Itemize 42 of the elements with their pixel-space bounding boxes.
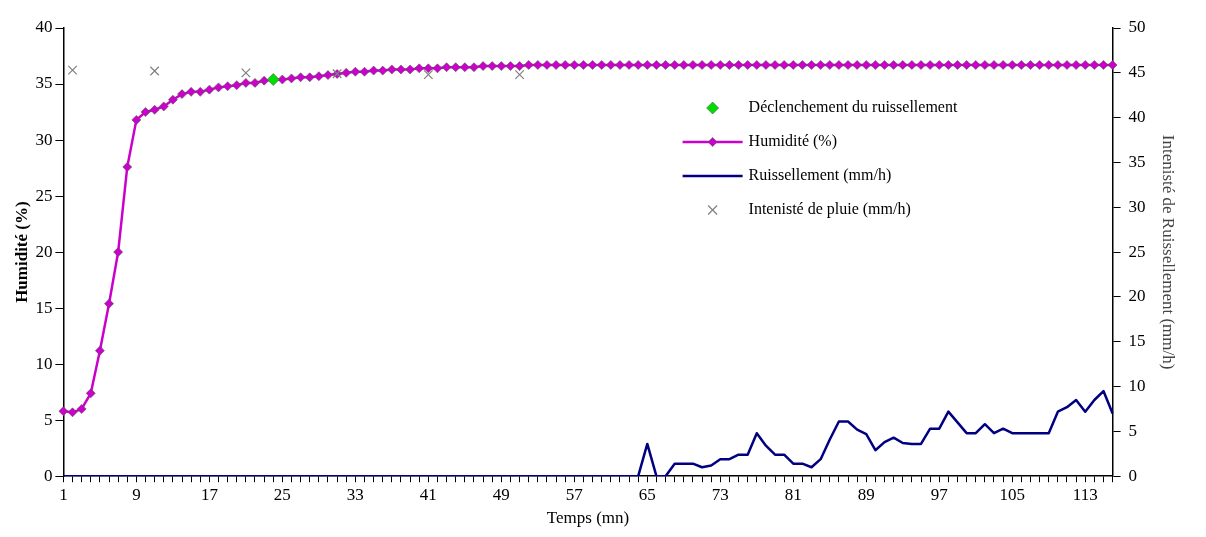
x-tick-label: 97 <box>930 484 949 504</box>
y-tick-label: 10 <box>35 353 53 373</box>
y-tick-label: 30 <box>35 129 53 149</box>
y-tick-label: 5 <box>43 409 53 429</box>
x-tick-label: 105 <box>999 484 1025 504</box>
y2-tick-label: 35 <box>1128 151 1146 171</box>
legend-label: Ruissellement (mm/h) <box>748 166 892 185</box>
x-tick-label: 73 <box>711 484 729 504</box>
y-tick-label: 20 <box>35 241 53 261</box>
legend-label: Humidité (%) <box>748 132 838 151</box>
y2-tick-label: 25 <box>1128 241 1146 261</box>
y2-tick-label: 40 <box>1128 107 1146 127</box>
y-tick-label: 15 <box>35 297 53 317</box>
legend-label: Déclenchement du ruissellement <box>748 98 958 116</box>
y-tick-label: 40 <box>35 17 53 37</box>
x-tick-label: 33 <box>346 484 364 504</box>
y-tick-label: 35 <box>35 73 53 93</box>
legend-label: Intenisté de pluie (mm/h) <box>748 200 911 219</box>
y-tick-label: 0 <box>43 465 53 485</box>
y2-tick-label: 10 <box>1128 376 1146 396</box>
x-axis-title: Temps (mn) <box>546 508 630 528</box>
y2-tick-label: 50 <box>1128 17 1146 37</box>
y2-tick-label: 30 <box>1128 196 1146 216</box>
y-axis-title: Humidité (%) <box>11 201 31 303</box>
x-tick-label: 9 <box>132 484 141 504</box>
y2-tick-label: 0 <box>1128 465 1138 485</box>
x-tick-label: 25 <box>273 484 291 504</box>
x-tick-label: 1 <box>59 484 68 504</box>
x-tick-label: 57 <box>565 484 584 504</box>
y2-tick-label: 45 <box>1128 62 1146 82</box>
x-tick-label: 113 <box>1072 484 1098 504</box>
x-tick-label: 89 <box>857 484 875 504</box>
y2-tick-label: 20 <box>1128 286 1146 306</box>
y2-tick-label: 5 <box>1128 420 1138 440</box>
x-tick-label: 81 <box>784 484 802 504</box>
y-tick-label: 25 <box>35 185 53 205</box>
x-tick-label: 49 <box>492 484 510 504</box>
y2-axis-title: Intenisté de Ruissellement (mm/h) <box>1159 134 1179 370</box>
x-tick-label: 17 <box>200 484 219 504</box>
y2-tick-label: 15 <box>1128 331 1146 351</box>
x-tick-label: 41 <box>419 484 437 504</box>
x-tick-label: 65 <box>638 484 656 504</box>
